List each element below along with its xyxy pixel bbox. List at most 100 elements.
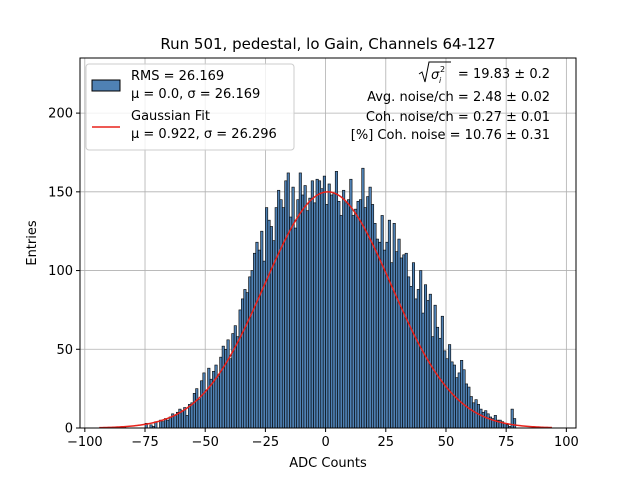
histogram-bar [443,350,447,429]
legend-histogram-label-line2: μ = 0.0, σ = 26.169 [131,87,260,102]
histogram-bar [383,249,387,429]
histogram-bar [233,325,237,429]
x-tick-label: 0 [321,435,329,450]
histogram-bar [428,293,432,429]
histogram-bar [253,252,257,429]
histogram-bar [330,194,334,429]
histogram-bar [241,298,245,429]
histogram-bar [320,188,324,429]
x-tick-label: −25 [252,435,279,450]
histogram-bar [236,336,240,429]
histogram-bar [433,304,437,429]
y-tick-label: 150 [48,185,73,200]
histogram-bar [277,189,281,429]
histogram-bar [385,241,389,429]
svg-text:i: i [439,76,442,85]
histogram-bar [255,241,259,429]
legend-fit-label-line1: Gaussian Fit [131,109,210,124]
histogram-bar [481,411,485,429]
histogram-bar [173,415,177,429]
histogram-bar [238,309,242,429]
histogram-bar [293,227,297,429]
histogram-bars [123,167,517,429]
histogram-bar [289,216,293,429]
histogram-bar [339,215,343,429]
histogram-bar [460,359,464,429]
y-tick-label: 200 [48,107,73,122]
y-axis-ticks: 0 50 100 150 200 [48,107,80,437]
histogram-bar [354,208,358,429]
histogram-bar [363,207,367,429]
histogram-bar [356,200,360,429]
histogram-bar [513,418,517,429]
gaussian-fit-curve [99,191,552,429]
legend-fit-label-line2: μ = 0.922, σ = 26.296 [131,127,277,142]
legend: RMS = 26.169 μ = 0.0, σ = 26.169 Gaussia… [85,63,295,151]
histogram-bar [455,377,459,429]
coh-noise-annotation: Coh. noise/ch = 0.27 ± 0.01 [366,110,550,125]
histogram-bar [375,238,379,429]
chart-title: Run 501, pedestal, lo Gain, Channels 64-… [160,35,495,53]
histogram-bar [322,175,326,429]
histogram-bar [306,210,310,429]
histogram-bar [351,215,355,429]
histogram-bar [286,172,290,429]
histogram-bar [202,372,206,429]
legend-histogram-label-line1: RMS = 26.169 [131,69,224,84]
histogram-bar [378,241,382,429]
x-tick-label: −100 [67,435,103,450]
histogram-bar [301,194,305,429]
legend-box [85,63,295,151]
plot-frame [79,57,577,429]
histogram-bar [216,375,220,429]
histogram-bar [327,183,331,429]
histogram-bar [315,178,319,429]
histogram-bar [200,380,204,429]
histogram-bar [260,230,264,429]
histogram-bar [445,358,449,429]
histogram-bar [346,199,350,429]
histogram-bar [472,402,476,429]
x-tick-label: 50 [438,435,455,450]
histogram-bar [407,276,411,429]
histogram-bar [248,276,252,429]
histogram-bar [404,252,408,429]
histogram-bar [486,413,490,429]
histogram-bar [416,289,420,429]
histogram-bar [411,262,415,429]
histogram-bar [344,202,348,429]
histogram-bar [257,249,261,429]
histogram-bar [272,240,276,429]
x-axis-ticks: −100 −75 −50 −25 0 25 50 75 100 [67,428,579,450]
histogram-bar [180,410,184,429]
pct-coh-noise-annotation: [%] Coh. noise = 10.76 ± 0.31 [351,128,550,143]
histogram-bar [214,364,218,429]
histogram-bar [188,404,192,429]
histogram-bar [284,180,288,429]
x-axis-label: ADC Counts [289,456,367,471]
histogram-bar [274,207,278,429]
histogram-bar [197,399,201,429]
sqrt-sigma-value: = 19.83 ± 0.2 [458,67,550,82]
histogram-bar [204,389,208,429]
histogram-bar [373,223,377,429]
histogram-bar [296,199,300,429]
histogram-bar [476,404,480,429]
histogram-bar [414,298,418,429]
histogram-bar [349,178,353,429]
histogram-bar [397,238,401,429]
histogram-bar [245,292,249,429]
histogram-bar [332,193,336,429]
x-tick-label: 25 [378,435,395,450]
histogram-bar [308,197,312,429]
histogram-bar [313,202,317,429]
histogram-bar [361,167,365,429]
histogram-bar [392,223,396,429]
histogram-bar [310,180,314,429]
histogram-bar [166,419,170,429]
histogram-bar [368,186,372,429]
histogram-bar [387,219,391,429]
histogram-bar [399,257,403,429]
histogram-bar [190,402,194,429]
